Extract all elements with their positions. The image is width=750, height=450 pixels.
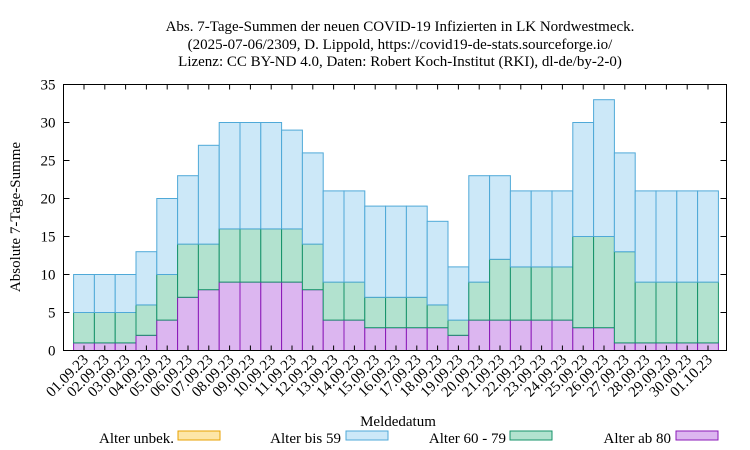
bar-segment	[468, 175, 491, 283]
bar-segment	[114, 312, 137, 344]
bar-segment	[509, 190, 532, 268]
bar-segment	[93, 274, 116, 313]
y-tick-label: 20	[41, 192, 56, 208]
bar-segment	[551, 190, 574, 268]
bar-segment	[135, 251, 158, 306]
bar-segment	[281, 129, 303, 230]
y-tick-label: 25	[41, 154, 56, 170]
bar-segment	[676, 190, 699, 283]
legend-label: Alter bis 59	[270, 431, 341, 447]
y-tick-label: 5	[48, 306, 56, 322]
bar-segment	[489, 175, 511, 260]
bar-segment	[197, 243, 220, 291]
y-tick-label: 30	[41, 116, 56, 132]
bar-segment	[426, 220, 449, 306]
bar-segment	[572, 122, 595, 237]
bar-segment	[322, 190, 345, 283]
bar-segment	[301, 243, 324, 291]
bar-segment	[530, 190, 553, 268]
bar-segment	[655, 190, 678, 283]
bar-segment	[239, 122, 262, 230]
bar-segment	[135, 304, 158, 336]
bar-segment	[489, 258, 511, 321]
bar-segment	[114, 274, 137, 313]
bar-segment	[364, 205, 387, 298]
bar-segment	[697, 190, 719, 283]
legend-label: Alter 60 - 79	[429, 431, 506, 447]
bar-segment	[530, 266, 553, 321]
bar-segment	[218, 122, 241, 230]
y-axis-label: Absolute 7-Tage-Summe	[8, 142, 24, 293]
bar-segment	[468, 281, 491, 321]
bar-segment	[634, 190, 657, 283]
bar-segment	[156, 198, 179, 275]
bar-segment	[634, 281, 657, 344]
bar-segment	[218, 281, 241, 352]
bar-segment	[301, 289, 324, 352]
bar-segment	[218, 228, 241, 283]
legend-swatch	[345, 430, 389, 441]
bar-segment	[156, 274, 179, 321]
bar-segment	[572, 236, 595, 329]
bar-segment	[281, 281, 303, 352]
bar-segment	[447, 319, 470, 336]
y-axis: 0 5 10 15 20 25 30 35	[41, 78, 727, 360]
bar-segment	[426, 304, 449, 329]
bar-segment	[301, 152, 324, 245]
bar-segment	[322, 281, 345, 321]
bar-segment	[593, 99, 615, 237]
bar-segment	[93, 312, 116, 344]
bar-segment	[260, 281, 283, 352]
legend-swatch	[509, 430, 553, 441]
bar-segment	[239, 228, 262, 283]
y-tick-label: 0	[48, 344, 56, 360]
bar-segment	[343, 190, 366, 283]
bar-segment	[177, 296, 199, 351]
bar-segment	[613, 152, 636, 253]
title-line-3: Lizenz: CC BY-ND 4.0, Daten: Robert Koch…	[178, 54, 622, 70]
legend: Alter unbek. Alter bis 59 Alter 60 - 79 Alt…	[99, 430, 719, 447]
legend-label: Alter unbek.	[99, 431, 174, 447]
bar-segment	[73, 312, 95, 344]
bar-segment	[593, 236, 615, 329]
bar-segment	[343, 281, 366, 321]
chart-title: Abs. 7-Tage-Summen der neuen COVID-19 In…	[166, 19, 635, 70]
bar-segment	[551, 266, 574, 321]
bar-segment	[509, 266, 532, 321]
plot-frame	[63, 84, 727, 351]
bar-segment	[405, 296, 428, 329]
bar-segment	[613, 251, 636, 344]
y-tick-label: 10	[41, 268, 56, 284]
bar-segment	[177, 175, 199, 245]
bar-segment	[281, 228, 303, 283]
bar-segment	[697, 281, 719, 344]
y-tick-label: 35	[41, 78, 56, 94]
title-line-1: Abs. 7-Tage-Summen der neuen COVID-19 In…	[166, 19, 635, 35]
bar-segment	[177, 243, 199, 298]
legend-swatch	[675, 430, 719, 441]
bar-segment	[73, 274, 95, 313]
bar-segment	[239, 281, 262, 352]
title-line-2: (2025-07-06/2309, D. Lippold, https://co…	[188, 37, 613, 53]
legend-label: Alter ab 80	[604, 431, 671, 447]
y-tick-label: 15	[41, 230, 56, 246]
bar-segment	[260, 122, 283, 230]
bar-segment	[260, 228, 283, 283]
bar-segment	[405, 205, 428, 298]
bars-layer	[73, 99, 719, 352]
bar-segment	[385, 296, 407, 329]
bar-segment	[676, 281, 699, 344]
legend-swatch	[177, 430, 221, 441]
bar-segment	[197, 289, 220, 352]
bar-segment	[385, 205, 407, 298]
bar-segment	[655, 281, 678, 344]
bar-segment	[364, 296, 387, 329]
bar-segment	[197, 144, 220, 245]
x-axis-label: Meldedatum	[360, 414, 436, 430]
bar-segment	[447, 266, 470, 321]
